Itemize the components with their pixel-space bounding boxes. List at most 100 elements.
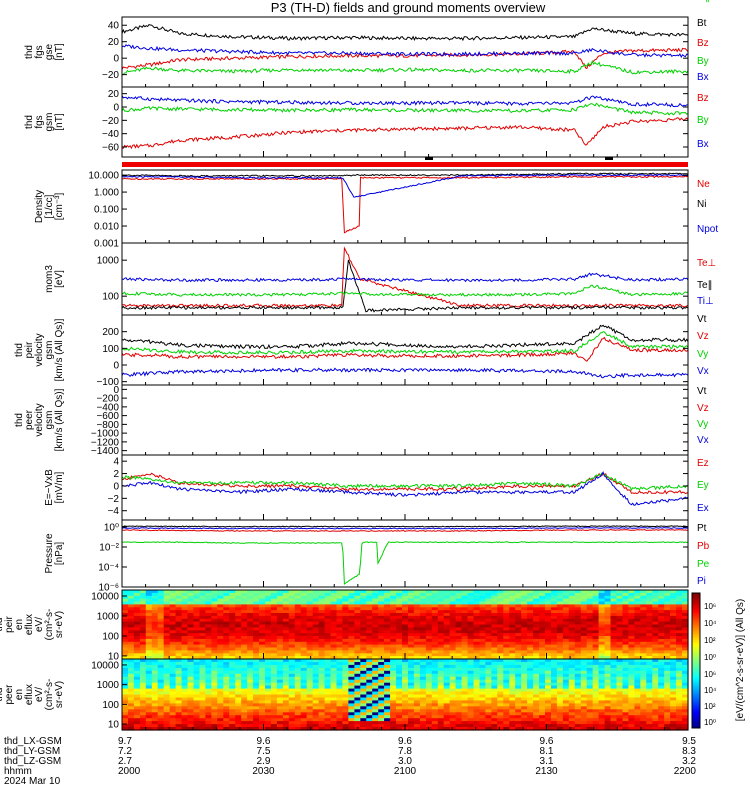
heatmap-cell bbox=[259, 670, 266, 675]
heatmap-cell bbox=[372, 718, 379, 722]
heatmap-cell bbox=[157, 697, 165, 702]
heatmap-cell bbox=[199, 682, 207, 687]
heatmap-cell bbox=[306, 727, 314, 731]
heatmap-cell bbox=[628, 653, 635, 657]
heatmap-cell bbox=[133, 638, 141, 643]
heatmap-cell bbox=[187, 712, 195, 716]
heatmap-cell bbox=[515, 598, 522, 603]
heatmap-cell bbox=[163, 670, 171, 675]
heatmap-cell bbox=[652, 682, 659, 687]
heatmap-cell bbox=[437, 636, 445, 640]
ylabel-line: en bbox=[14, 619, 25, 630]
heatmap-cell bbox=[259, 656, 266, 660]
heatmap-cell bbox=[676, 613, 683, 617]
heatmap-cell bbox=[318, 647, 326, 651]
heatmap-cell bbox=[658, 673, 665, 678]
heatmap-cell bbox=[253, 592, 260, 597]
heatmap-cell bbox=[491, 590, 498, 594]
heatmap-cell bbox=[408, 706, 415, 710]
heatmap-cell bbox=[646, 615, 653, 620]
heatmap-cell bbox=[425, 598, 433, 603]
heatmap-cell bbox=[145, 592, 153, 597]
heatmap-cell bbox=[342, 727, 349, 731]
heatmap-cell bbox=[318, 633, 326, 637]
heatmap-cell bbox=[616, 615, 624, 620]
heatmap-cell bbox=[163, 700, 171, 704]
heatmap-cell bbox=[562, 595, 570, 600]
heatmap-cell bbox=[223, 694, 230, 699]
heatmap-cell bbox=[151, 697, 159, 702]
legend-Vz: Vz bbox=[697, 403, 709, 414]
heatmap-cell bbox=[568, 590, 576, 594]
heatmap-cell bbox=[205, 601, 212, 605]
heatmap-cell bbox=[402, 641, 409, 646]
series-line-Bx bbox=[121, 95, 688, 108]
heatmap-cell bbox=[515, 712, 522, 716]
heatmap-cell bbox=[378, 627, 385, 631]
heatmap-cell bbox=[437, 688, 445, 693]
heatmap-cell bbox=[205, 679, 212, 684]
heatmap-cell bbox=[318, 691, 326, 696]
heatmap-cell bbox=[610, 721, 618, 725]
heatmap-cell bbox=[223, 679, 230, 684]
heatmap-cell bbox=[408, 667, 415, 672]
heatmap-cell bbox=[616, 659, 624, 663]
heatmap-cell bbox=[229, 697, 236, 702]
heatmap-cell bbox=[390, 650, 397, 654]
heatmap-cell bbox=[485, 694, 492, 699]
heatmap-cell bbox=[598, 641, 606, 646]
heatmap-cell bbox=[235, 647, 242, 651]
heatmap-cell bbox=[372, 592, 379, 597]
heatmap-cell bbox=[360, 653, 367, 657]
heatmap-cell bbox=[598, 598, 606, 603]
heatmap-cell bbox=[294, 676, 302, 681]
heatmap-cell bbox=[128, 592, 135, 597]
heatmap-cell bbox=[247, 615, 254, 620]
heatmap-cell bbox=[342, 682, 349, 687]
heatmap-cell bbox=[265, 653, 272, 657]
ytick-label: −20 bbox=[102, 116, 119, 127]
heatmap-cell bbox=[628, 636, 635, 640]
heatmap-cell bbox=[378, 715, 385, 719]
heatmap-cell bbox=[562, 621, 570, 626]
heatmap-cell bbox=[479, 607, 487, 611]
heatmap-cell bbox=[503, 724, 510, 728]
heatmap-cell bbox=[336, 667, 344, 672]
heatmap-cell bbox=[175, 610, 183, 614]
heatmap-cell bbox=[646, 656, 653, 660]
heatmap-cell bbox=[312, 721, 320, 725]
heatmap-cell bbox=[265, 670, 272, 675]
heatmap-cell bbox=[443, 694, 451, 699]
heatmap-cell bbox=[551, 607, 558, 611]
heatmap-cell bbox=[628, 706, 635, 710]
heatmap-cell bbox=[187, 706, 195, 710]
series-line-Npot bbox=[121, 173, 688, 198]
heatmap-cell bbox=[199, 662, 207, 666]
heatmap-cell bbox=[366, 694, 373, 699]
heatmap-cell bbox=[509, 659, 516, 663]
heatmap-cell bbox=[574, 706, 582, 710]
heatmap-cell bbox=[253, 659, 260, 663]
heatmap-cell bbox=[521, 610, 528, 614]
heatmap-cell bbox=[521, 613, 528, 617]
heatmap-cell bbox=[324, 607, 332, 611]
heatmap-cell bbox=[181, 700, 189, 704]
heatmap-cell bbox=[556, 590, 564, 594]
heatmap-cell bbox=[199, 703, 207, 707]
heatmap-cell bbox=[300, 667, 308, 672]
ylabel-line: [km/s (All Qs)] bbox=[54, 318, 65, 381]
heatmap-cell bbox=[229, 691, 236, 696]
heatmap-cell bbox=[288, 715, 296, 719]
heatmap-cell bbox=[157, 590, 165, 594]
heatmap-cell bbox=[402, 659, 409, 663]
heatmap-cell bbox=[259, 607, 266, 611]
heatmap-cell bbox=[402, 697, 409, 702]
heatmap-cell bbox=[586, 709, 594, 713]
heatmap-cell bbox=[306, 659, 314, 663]
heatmap-cell bbox=[312, 653, 320, 657]
heatmap-cell bbox=[586, 621, 594, 626]
heatmap-cell bbox=[473, 673, 481, 678]
heatmap-cell bbox=[157, 592, 165, 597]
heatmap-cell bbox=[574, 592, 582, 597]
heatmap-cell bbox=[598, 682, 606, 687]
